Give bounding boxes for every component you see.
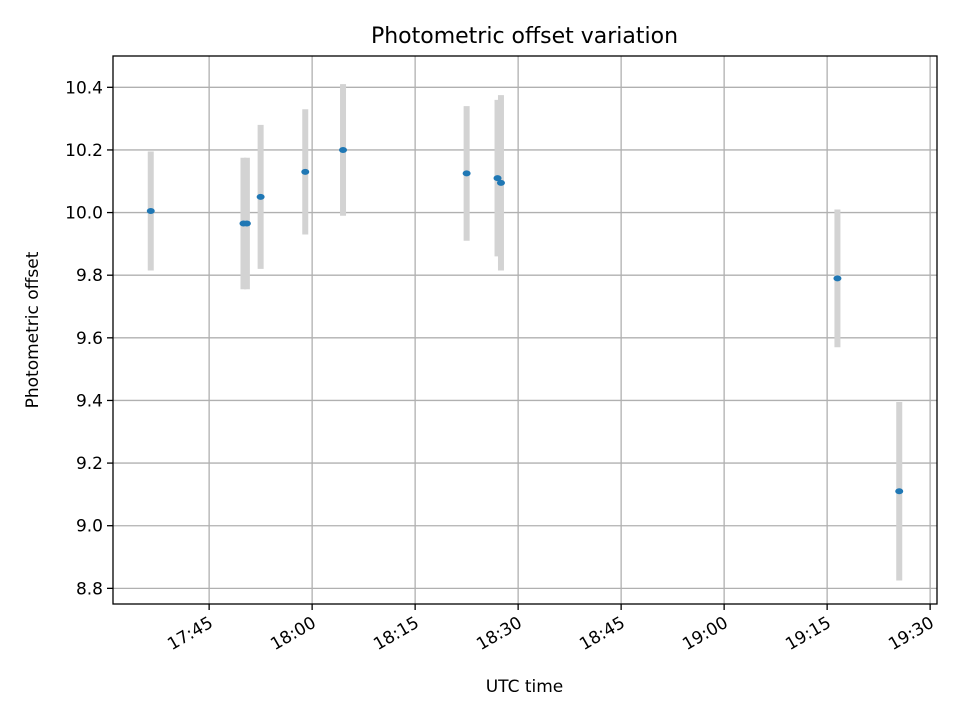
errorbars (147, 84, 903, 581)
x-axis-label: UTC time (486, 677, 564, 697)
y-tick-label: 9.0 (76, 517, 103, 537)
y-axis-label: Photometric offset (23, 251, 43, 408)
data-point (833, 275, 842, 282)
x-tick-label: 18:30 (473, 613, 525, 655)
y-tick-label: 9.6 (76, 329, 103, 349)
data-point (895, 488, 904, 495)
data-point (301, 168, 310, 175)
x-tick-label: 17:45 (164, 613, 216, 655)
y-axis: 8.8 9.0 9.2 9.4 9.6 9.8 10.0 10.2 10.4 (65, 78, 113, 599)
y-tick-label: 9.2 (76, 454, 103, 474)
data-point (496, 179, 505, 186)
x-tick-label: 18:00 (267, 613, 319, 655)
data-point (256, 193, 265, 200)
plot-frame (112, 55, 938, 605)
y-tick-label: 10.0 (65, 204, 103, 224)
chart-title: Photometric offset variation (371, 24, 678, 49)
x-tick-label: 19:15 (782, 613, 834, 655)
y-tick-label: 9.8 (76, 266, 103, 286)
grid (113, 56, 937, 604)
x-tick-label: 19:30 (885, 613, 937, 655)
x-tick-label: 18:15 (370, 613, 422, 655)
data-point (242, 220, 251, 227)
data-point (493, 175, 502, 182)
x-tick-label: 18:45 (576, 613, 628, 655)
y-tick-label: 8.8 (76, 579, 103, 599)
data-point (146, 208, 155, 215)
y-tick-label: 10.4 (65, 78, 103, 98)
y-tick-label: 9.4 (76, 391, 103, 411)
data-points (146, 146, 904, 495)
data-point (339, 146, 348, 153)
y-tick-label: 10.2 (65, 141, 103, 161)
data-point (462, 170, 471, 177)
x-axis: 17:45 18:00 18:15 18:30 18:45 19:00 19:15 19:30 (164, 604, 938, 655)
x-tick-label: 19:00 (679, 613, 731, 655)
